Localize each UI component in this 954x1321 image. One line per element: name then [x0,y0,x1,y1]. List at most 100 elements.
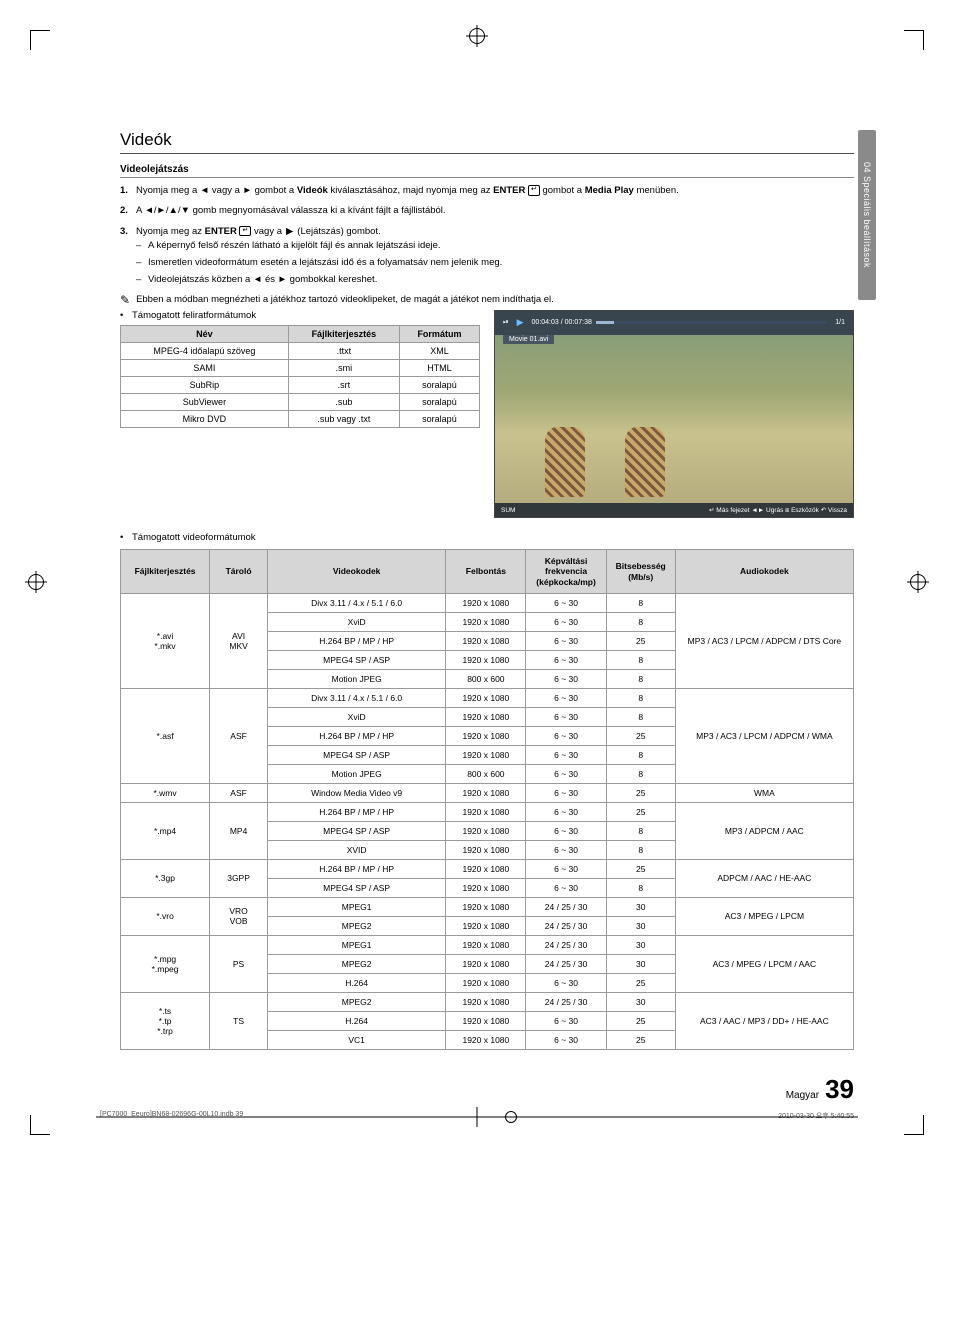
table-cell: MPEG4 SP / ASP [268,878,446,897]
footer-lang: Magyar [786,1090,819,1101]
table-cell: 6 ~ 30 [526,973,606,992]
table-cell: Motion JPEG [268,764,446,783]
table-cell: WMA [675,783,853,802]
table-cell: XML [399,342,479,359]
center-reg-icon [505,1111,517,1123]
table-row: *.3gp3GPPH.264 BP / MP / HP1920 x 10806 … [121,859,854,878]
preview-time: 00:04:03 / 00:07:38 [532,319,592,326]
table-cell: 25 [606,631,675,650]
table-cell: soralapú [399,376,479,393]
page-title: Videók [120,130,854,154]
table-cell: 25 [606,726,675,745]
table-cell: 1920 x 1080 [446,688,526,707]
table-cell: 6 ~ 30 [526,669,606,688]
table-cell: H.264 BP / MP / HP [268,859,446,878]
preview-controls: ↵ Más fejezet ◄► Ugrás ⧈ Eszközök ↶ Viss… [709,506,847,515]
table-cell: 800 x 600 [446,669,526,688]
step: 1.Nyomja meg a ◄ vagy a ► gombot a Videó… [120,184,854,198]
table-cell: 30 [606,992,675,1011]
table-row: *.vroVROVOBMPEG11920 x 108024 / 25 / 303… [121,897,854,916]
table-row: *.wmvASFWindow Media Video v91920 x 1080… [121,783,854,802]
table-cell: MPEG2 [268,916,446,935]
table-cell: 8 [606,707,675,726]
table-cell: 8 [606,688,675,707]
table-cell: H.264 [268,1011,446,1030]
table-cell: 1920 x 1080 [446,593,526,612]
table-cell: *.3gp [121,859,210,897]
table-cell: 1920 x 1080 [446,1011,526,1030]
step-number: 2. [120,204,128,218]
table-cell: .sub vagy .txt [288,410,399,427]
table-cell: 6 ~ 30 [526,821,606,840]
table-cell: .srt [288,376,399,393]
table-cell: 1920 x 1080 [446,612,526,631]
table-cell: 6 ~ 30 [526,631,606,650]
table-cell: 8 [606,669,675,688]
table-cell: .smi [288,359,399,376]
print-metadata: [PC7000_Eeuro]BN68-02696G-00L10.indb 39 … [100,1111,854,1123]
table-cell: MPEG4 SP / ASP [268,650,446,669]
table-cell: 6 ~ 30 [526,878,606,897]
table-cell: MPEG-4 időalapú szöveg [121,342,289,359]
page-footer: Magyar 39 [120,1074,854,1105]
play-icon: ▶ [517,317,524,328]
table-cell: 8 [606,764,675,783]
table-cell: ASF [210,783,268,802]
table-header: Név [121,325,289,342]
table-cell: *.vro [121,897,210,935]
table-cell: H.264 BP / MP / HP [268,802,446,821]
table-row: Mikro DVD.sub vagy .txtsoralapú [121,410,480,427]
table-header: Audiokodek [675,550,853,594]
table-header: Bitsebesség (Mb/s) [606,550,675,594]
table-cell: 25 [606,973,675,992]
step-text: Nyomja meg a ◄ vagy a ► gombot a Videók … [136,185,679,196]
table-header: Fájlkiterjesztés [121,550,210,594]
note: ✎ Ebben a módban megnézheti a játékhoz t… [120,294,854,306]
table-cell: 1920 x 1080 [446,1030,526,1049]
subtitle-table: NévFájlkiterjesztésFormátum MPEG-4 időal… [120,325,480,428]
table-cell: XviD [268,707,446,726]
table-header: Fájlkiterjesztés [288,325,399,342]
step-text: A ◄/►/▲/▼ gomb megnyomásával válassza ki… [136,205,446,216]
video-table: FájlkiterjesztésTárolóVideokodekFelbontá… [120,549,854,1050]
table-cell: 6 ~ 30 [526,726,606,745]
table-cell: 30 [606,916,675,935]
table-cell: SubRip [121,376,289,393]
table-cell: ASF [210,688,268,783]
preview-sum: SUM [501,507,515,514]
table-header: Formátum [399,325,479,342]
preview-graphic [545,427,585,497]
table-cell: *.asf [121,688,210,783]
table-cell: AC3 / MPEG / LPCM / AAC [675,935,853,992]
table-cell: MP4 [210,802,268,859]
table-row: MPEG-4 időalapú szöveg.ttxtXML [121,342,480,359]
footer-page-number: 39 [825,1074,854,1105]
step-subitem: Videolejátszás közben a ◄ és ► gombokkal… [136,273,854,287]
table-cell: 30 [606,897,675,916]
side-tab: 04 Speciális beállítások [858,130,876,300]
table-cell: 6 ~ 30 [526,688,606,707]
section-title: Videolejátszás [120,164,854,178]
table-header: Tároló [210,550,268,594]
table-row: *.asfASFDivx 3.11 / 4.x / 5.1 / 6.01920 … [121,688,854,707]
table-cell: 8 [606,745,675,764]
table-cell: 1920 x 1080 [446,897,526,916]
table-cell: XVID [268,840,446,859]
table-cell: 8 [606,650,675,669]
table-cell: 6 ~ 30 [526,612,606,631]
table-header: Felbontás [446,550,526,594]
table-cell: Window Media Video v9 [268,783,446,802]
table-cell: 25 [606,1030,675,1049]
table-cell: 24 / 25 / 30 [526,916,606,935]
table-cell: *.ts*.tp*.trp [121,992,210,1049]
table-cell: 8 [606,593,675,612]
table-cell: 1920 x 1080 [446,935,526,954]
table-cell: 1920 x 1080 [446,631,526,650]
table-cell: 6 ~ 30 [526,650,606,669]
table-cell: 1920 x 1080 [446,650,526,669]
subtitle-formats-label: Támogatott feliratformátumok [120,310,480,321]
table-cell: H.264 BP / MP / HP [268,631,446,650]
table-cell: AVIMKV [210,593,268,688]
table-cell: 8 [606,612,675,631]
table-cell: 25 [606,802,675,821]
